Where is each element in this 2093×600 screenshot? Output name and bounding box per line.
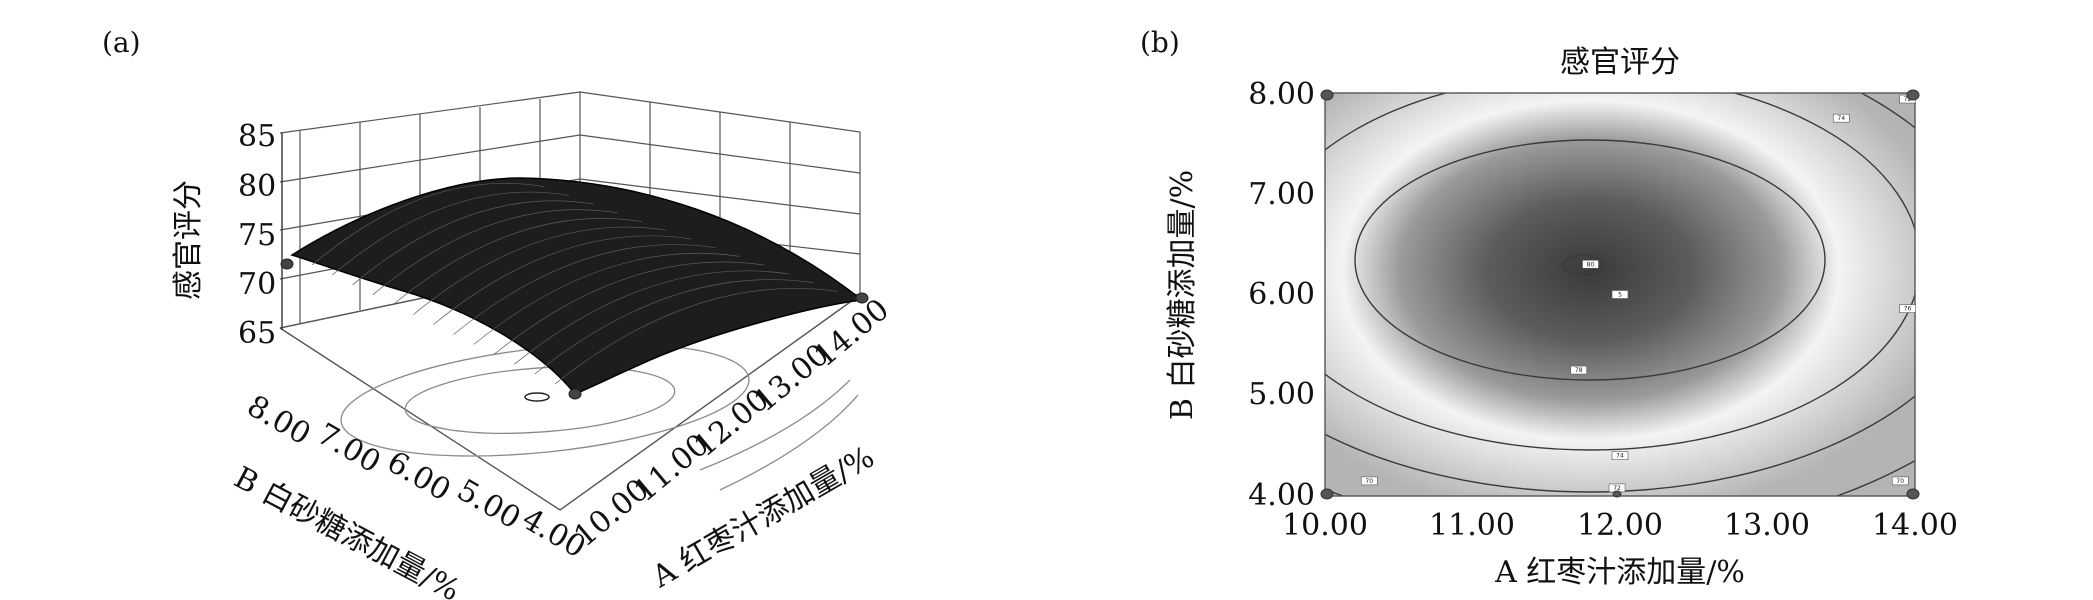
design-point [1906, 488, 1920, 500]
contour-label: 72 [1613, 485, 1621, 492]
contour-label: 70 [1365, 478, 1373, 485]
contour-label-box [1832, 113, 1850, 123]
y-tick: 7.00 [311, 417, 386, 481]
design-point [280, 258, 294, 270]
x-tick: 11.00 [1429, 508, 1515, 543]
contour-label-box [1570, 365, 1587, 375]
contour-label: 78 [1575, 367, 1583, 374]
y-tick: 5.00 [451, 473, 526, 537]
y-axis-label-2d: B 白砂糖添加量/% [1165, 170, 1200, 420]
x-tick: 12.00 [1577, 508, 1663, 543]
contour-label: 70 [1896, 478, 1904, 485]
contour-76 [1325, 93, 1915, 451]
z-axis-label: 感官评分 [171, 180, 206, 300]
panel-b-label: (b) [1140, 26, 1180, 59]
contour-label: 5 [1618, 292, 1622, 299]
contour-label-box [1611, 451, 1629, 461]
z-tick: 65 [238, 316, 276, 351]
x-tick: 14.00 [1872, 508, 1958, 543]
y-tick: 8.00 [241, 389, 316, 453]
panel-a-label: (a) [102, 26, 141, 59]
design-point [1612, 490, 1622, 498]
design-points-2d [1320, 89, 1920, 500]
design-point [855, 292, 869, 304]
y-tick: 5.00 [1248, 377, 1315, 412]
contour-label-box [1611, 290, 1629, 299]
contour-label: 72 [1904, 96, 1912, 103]
z-tick: 85 [238, 119, 276, 154]
design-point [1320, 488, 1334, 500]
x-axis-2d: 10.00 11.00 12.00 13.00 14.00 A 红枣汁添加量/% [1282, 508, 1958, 590]
contour-label: 74 [1837, 115, 1845, 122]
y-tick: 6.00 [1248, 277, 1315, 312]
design-point [568, 388, 582, 400]
response-surface [290, 177, 864, 395]
contour-lines [1325, 93, 1915, 496]
z-tick: 80 [238, 169, 276, 204]
contour-labels: 80 78 76 74 74 72 72 70 70 5 [1360, 94, 1916, 493]
y-axis-2d: 8.00 7.00 6.00 5.00 4.00 B 白砂糖添加量/% [1165, 77, 1315, 513]
contour-label-box [1899, 304, 1916, 313]
z-tick: 75 [238, 218, 276, 253]
contour-label: 74 [1616, 453, 1624, 460]
z-axis: 85 80 75 70 65 感官评分 [171, 119, 283, 351]
z-tick: 70 [238, 267, 276, 302]
contour-label: 76 [1904, 306, 1912, 313]
contour-plot-area: 80 78 76 74 74 72 72 70 70 5 [1320, 89, 1920, 500]
contour-78 [1354, 139, 1826, 381]
x-tick: 10.00 [1282, 508, 1368, 543]
x-axis-label-2d: A 红枣汁添加量/% [1494, 555, 1745, 590]
y-tick: 7.00 [1248, 177, 1315, 212]
contour-label-box [1360, 476, 1378, 486]
contour-74 [1325, 93, 1915, 493]
panel-b: (b) 感官评分 80 78 76 74 74 72 72 70 70 5 [1140, 26, 1958, 590]
design-point [1906, 89, 1920, 101]
contour-title: 感官评分 [1560, 45, 1680, 80]
contour-label: 80 [1587, 261, 1595, 268]
x-tick: 13.00 [1724, 508, 1810, 543]
design-point [1320, 89, 1334, 101]
panel-a: (a) [102, 26, 896, 600]
contour-label-box [1582, 259, 1599, 269]
contour-label-box [1891, 476, 1909, 486]
y-tick: 6.00 [381, 445, 456, 509]
design-points-3d [280, 258, 869, 400]
y-tick: 4.00 [1248, 478, 1315, 513]
y-tick: 8.00 [1248, 77, 1315, 112]
contour-80 [1562, 254, 1604, 276]
